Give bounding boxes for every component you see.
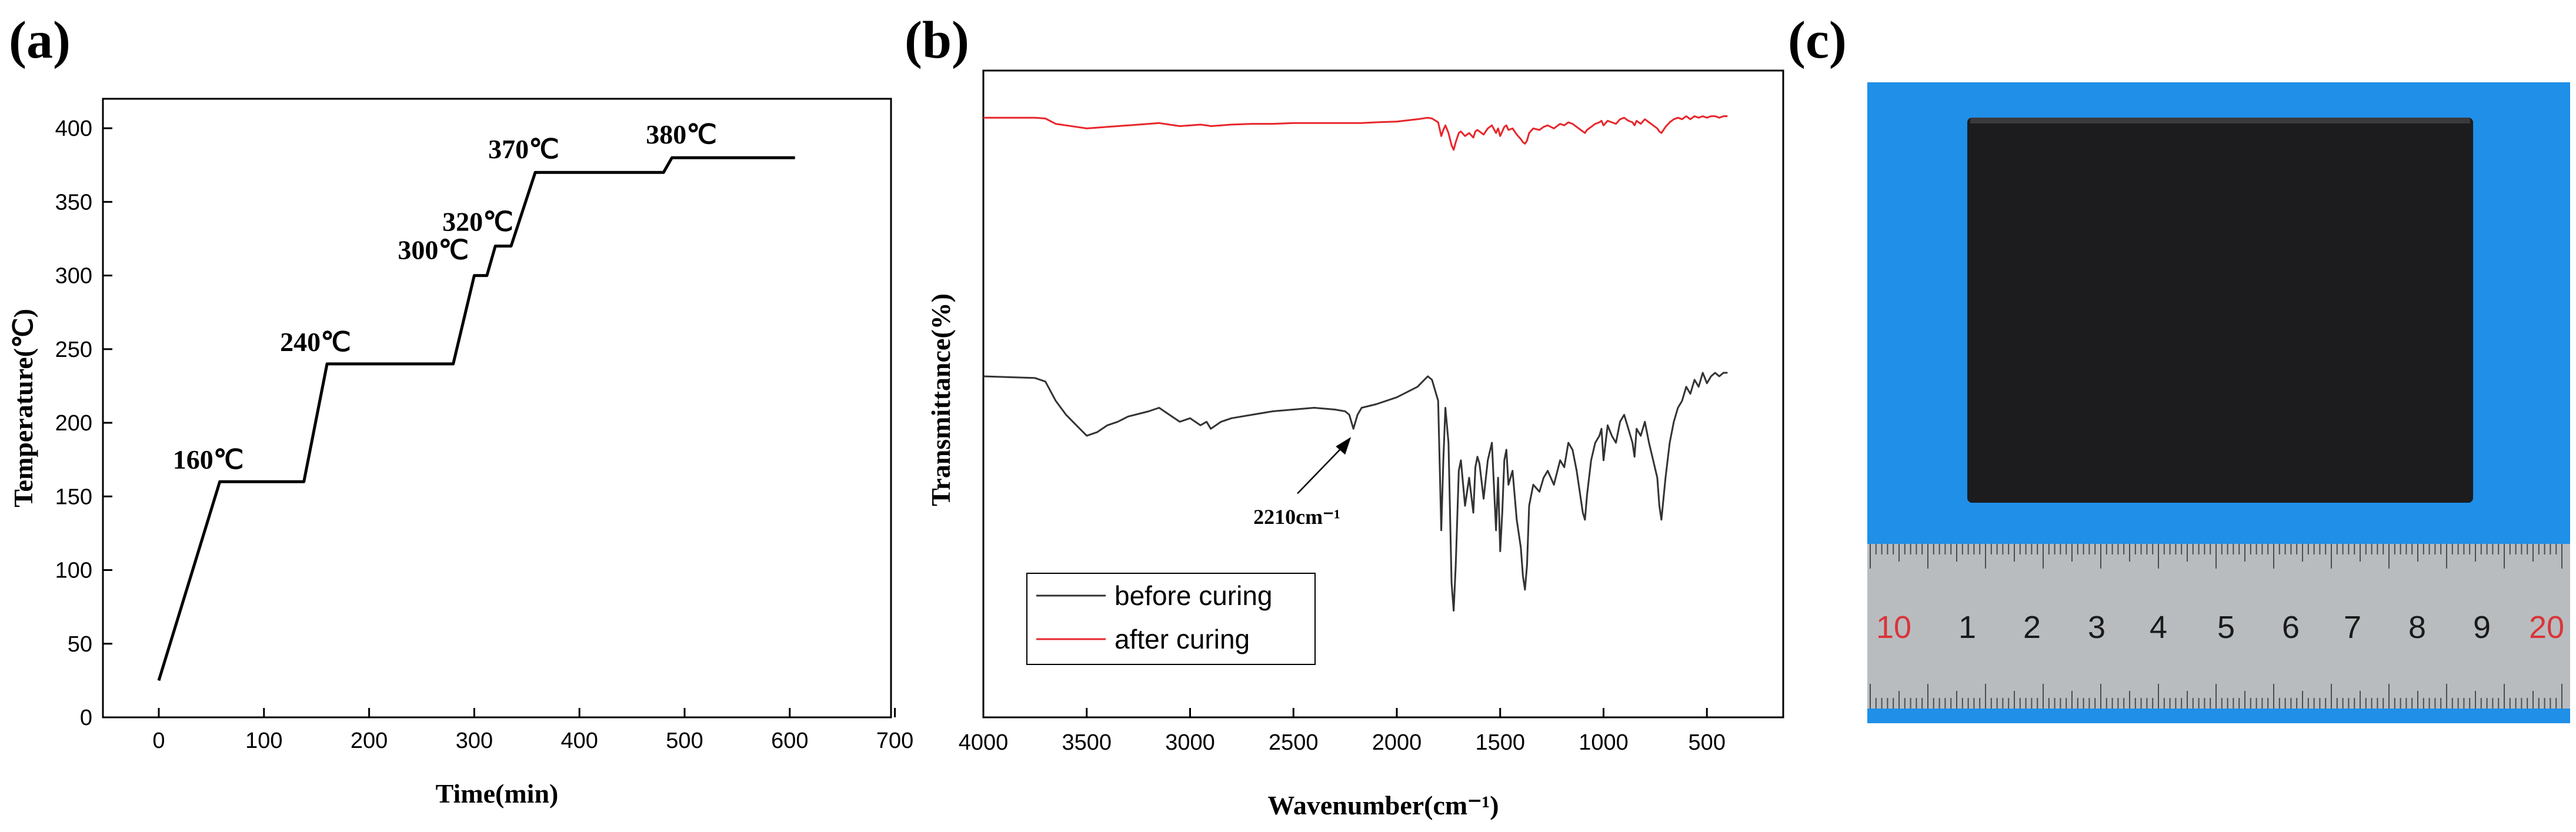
chart-b-xtick-label: 4000 [959, 730, 1009, 755]
chart-a-annotation: 370℃ [488, 134, 559, 164]
chart-a-annotation: 380℃ [646, 119, 717, 149]
ruler-number: 9 [2473, 610, 2491, 645]
panel-label-b: (b) [905, 11, 969, 69]
chart-b-xtick-label: 3500 [1062, 730, 1112, 755]
chart-b-series-after-curing [983, 115, 1728, 151]
chart-a-plot [157, 156, 795, 681]
ruler-number: 10 [1876, 610, 1911, 645]
ruler-number: 6 [2282, 610, 2300, 645]
panel-label-c: (c) [1788, 11, 1847, 69]
chart-a: 0 100 200 300 400 500 600 700 0 50 100 150 200 250 300… [8, 98, 914, 808]
chart-b-xtick-label: 2000 [1372, 730, 1422, 755]
chart-a-xtick-label: 0 [152, 729, 165, 753]
chart-a-ytick-label: 150 [55, 485, 92, 509]
ruler-tick-marks [1870, 544, 2562, 709]
chart-a-frame [102, 98, 892, 719]
black-plate [1967, 118, 2473, 503]
chart-a-xtick-label: 300 [456, 729, 493, 753]
legend-box [1026, 573, 1316, 665]
chart-a-annotation: 160℃ [173, 445, 244, 475]
ruler-number: 7 [2344, 610, 2361, 645]
chart-a-xlabel: Time(min) [436, 778, 559, 808]
chart-a-ytick-label: 50 [68, 632, 92, 657]
photo-panel: 10 1 2 3 4 5 6 7 8 9 20 [1867, 82, 2570, 723]
chart-a-ytick-label: 250 [55, 338, 92, 362]
ruler-number: 4 [2150, 610, 2167, 645]
chart-a-ytick-label: 400 [55, 116, 92, 141]
ruler-number: 1 [1958, 610, 1976, 645]
chart-b-series-before-curing [983, 372, 1728, 612]
ruler-number: 3 [2088, 610, 2105, 645]
chart-a-xtick-label: 400 [560, 729, 598, 753]
ruler-numbers: 10 1 2 3 4 5 6 7 8 9 20 [1876, 610, 2564, 645]
chart-a-xtick-label: 500 [666, 729, 703, 753]
chart-b-annotation-label: 2210cm⁻¹ [1253, 505, 1340, 529]
panel-label-a: (a) [9, 11, 71, 69]
chart-b-xlabel: Wavenumber(cm⁻¹) [1267, 790, 1499, 820]
chart-a-ytick-label: 100 [55, 559, 92, 583]
ruler [1867, 544, 2570, 709]
ruler-number: 5 [2217, 610, 2235, 645]
chart-a-xtick-label: 700 [876, 729, 913, 753]
chart-a-annotation: 240℃ [280, 327, 351, 357]
legend-label-before: before curing [1115, 580, 1273, 611]
ruler-number: 2 [2023, 610, 2041, 645]
chart-b-xtick-label: 2500 [1269, 730, 1319, 755]
chart-a-xtick-label: 600 [771, 729, 808, 753]
chart-b-legend: before curing after curing [1026, 573, 1316, 665]
chart-b-frame [982, 69, 1784, 719]
chart-a-xtick-label: 100 [245, 729, 282, 753]
chart-a-ytick-label: 300 [55, 264, 92, 289]
chart-a-ylabel: Temperature(℃) [8, 309, 38, 507]
annotation-arrow-head [1336, 437, 1352, 455]
chart-b-xtick-label: 1000 [1579, 730, 1629, 755]
chart-b-xtick-label: 500 [1689, 730, 1726, 755]
chart-b-ylabel: Transmittance(%) [926, 293, 956, 506]
chart-b-plot [983, 115, 1728, 612]
chart-a-ticks: 0 100 200 300 400 500 600 700 0 50 100 150 200 250 300… [55, 116, 914, 753]
chart-a-ytick-label: 0 [80, 706, 92, 730]
chart-b-xtick-label: 3000 [1165, 730, 1215, 755]
chart-a-series-line [157, 156, 795, 681]
chart-a-xtick-label: 200 [351, 729, 388, 753]
ruler-number: 8 [2408, 610, 2426, 645]
chart-a-annotation: 300℃ [398, 235, 469, 265]
chart-a-ytick-label: 350 [55, 190, 92, 215]
ruler-number: 20 [2529, 610, 2564, 645]
chart-a-annotation: 320℃ [442, 206, 513, 236]
chart-b-annotation: 2210cm⁻¹ [1253, 437, 1352, 529]
legend-label-after: after curing [1115, 624, 1250, 654]
plate-edge-highlight [1970, 118, 2470, 123]
chart-a-ytick-label: 200 [55, 411, 92, 436]
chart-b: 4000 3500 3000 2500 2000 1500 1000 500 2210cm⁻¹… [926, 69, 1784, 820]
chart-b-xtick-label: 1500 [1475, 730, 1525, 755]
chart-b-ticks: 4000 3500 3000 2500 2000 1500 1000 500 [959, 708, 1726, 755]
